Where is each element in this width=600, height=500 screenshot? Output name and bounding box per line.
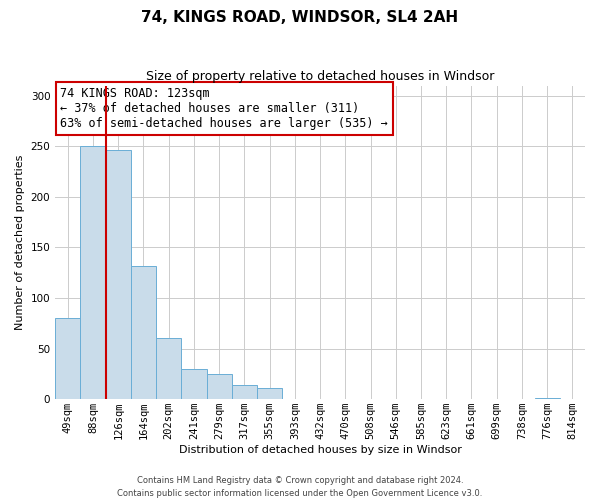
- X-axis label: Distribution of detached houses by size in Windsor: Distribution of detached houses by size …: [179, 445, 461, 455]
- Title: Size of property relative to detached houses in Windsor: Size of property relative to detached ho…: [146, 70, 494, 83]
- Text: 74 KINGS ROAD: 123sqm
← 37% of detached houses are smaller (311)
63% of semi-det: 74 KINGS ROAD: 123sqm ← 37% of detached …: [61, 87, 388, 130]
- Bar: [535, 398, 560, 399]
- Bar: [80, 146, 106, 399]
- Bar: [181, 369, 206, 399]
- Text: 74, KINGS ROAD, WINDSOR, SL4 2AH: 74, KINGS ROAD, WINDSOR, SL4 2AH: [142, 10, 458, 25]
- Bar: [257, 388, 282, 399]
- Bar: [206, 374, 232, 399]
- Bar: [106, 150, 131, 399]
- Y-axis label: Number of detached properties: Number of detached properties: [15, 154, 25, 330]
- Text: Contains HM Land Registry data © Crown copyright and database right 2024.
Contai: Contains HM Land Registry data © Crown c…: [118, 476, 482, 498]
- Bar: [55, 318, 80, 399]
- Bar: [232, 385, 257, 399]
- Bar: [156, 338, 181, 399]
- Bar: [131, 266, 156, 399]
